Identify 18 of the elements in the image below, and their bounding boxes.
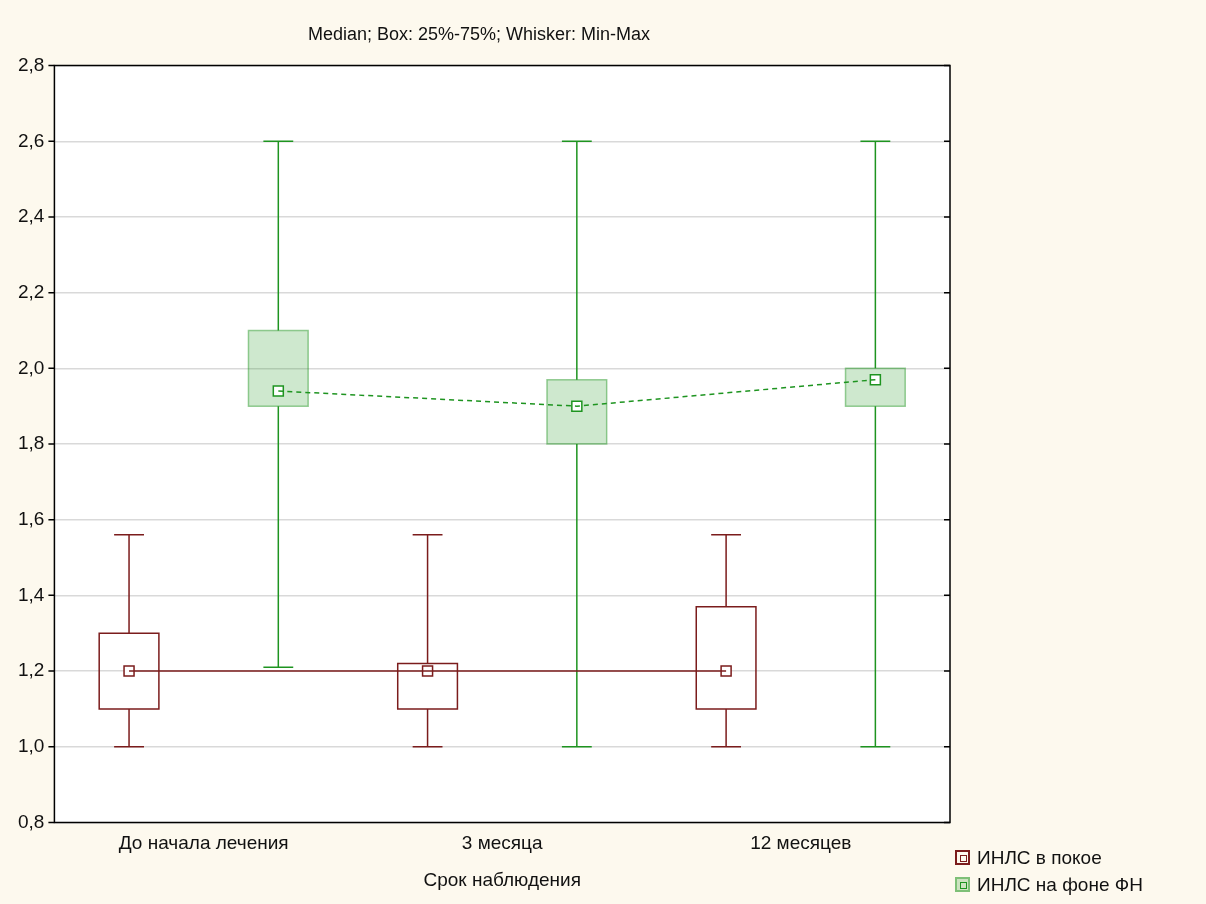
y-tick-label: 1,2: [17, 659, 45, 681]
y-tick-label: 1,6: [17, 507, 45, 529]
y-tick-label: 2,6: [17, 129, 45, 151]
y-tick-label: 2,4: [17, 205, 45, 227]
x-axis-title: Срок наблюдения: [423, 868, 581, 890]
y-tick-label: 1,8: [17, 432, 45, 454]
y-tick-label: 2,0: [17, 356, 45, 378]
y-tick-label: 2,2: [17, 280, 45, 302]
y-tick-label: 0,8: [17, 810, 45, 832]
legend-label: ИНЛС на фоне ФН: [977, 873, 1143, 896]
chart-title: Median; Box: 25%-75%; Whisker: Min-Max: [307, 23, 651, 44]
y-tick-label: 1,4: [17, 583, 45, 605]
x-tick-label: 3 месяца: [461, 832, 543, 854]
x-tick-label: 12 месяцев: [750, 832, 852, 854]
y-tick-label: 2,8: [17, 53, 45, 75]
x-tick-label: До начала лечения: [118, 832, 289, 854]
y-tick-label: 1,0: [17, 734, 45, 756]
legend-label: ИНЛС в покое: [977, 846, 1102, 869]
